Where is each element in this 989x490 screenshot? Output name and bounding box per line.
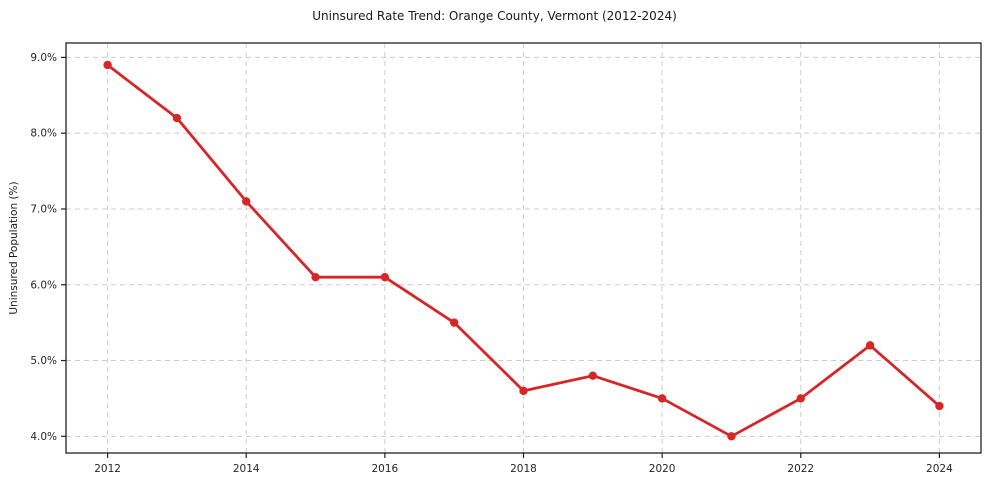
x-tick-label: 2022 xyxy=(787,463,814,475)
data-point xyxy=(796,394,805,403)
plot-border xyxy=(65,42,982,454)
chart-title: Uninsured Rate Trend: Orange County, Ver… xyxy=(312,9,677,23)
data-point xyxy=(449,318,459,327)
data-point xyxy=(588,371,598,380)
data-point xyxy=(935,401,944,411)
data-point xyxy=(172,113,182,123)
data-point xyxy=(242,197,251,206)
x-tick-label: 2018 xyxy=(510,463,537,475)
data-point xyxy=(657,394,667,403)
y-tick-label: 7.0% xyxy=(30,203,57,215)
y-tick-label: 8.0% xyxy=(30,128,57,140)
y-tick-label: 6.0% xyxy=(30,279,57,291)
x-tick-label: 2016 xyxy=(371,463,398,475)
data-point xyxy=(519,386,528,396)
y-tick-label: 5.0% xyxy=(30,355,57,367)
data-point xyxy=(727,432,736,441)
y-tick-label: 9.0% xyxy=(30,52,57,64)
data-point xyxy=(103,60,112,70)
x-tick-label: 2024 xyxy=(926,463,953,475)
x-tick-label: 2020 xyxy=(649,463,676,475)
data-point xyxy=(311,272,320,282)
x-tick-label: 2014 xyxy=(233,463,260,475)
data-point xyxy=(865,341,875,350)
x-tick-label: 2012 xyxy=(94,463,121,475)
data-point xyxy=(380,272,390,282)
y-tick-label: 4.0% xyxy=(30,431,57,443)
